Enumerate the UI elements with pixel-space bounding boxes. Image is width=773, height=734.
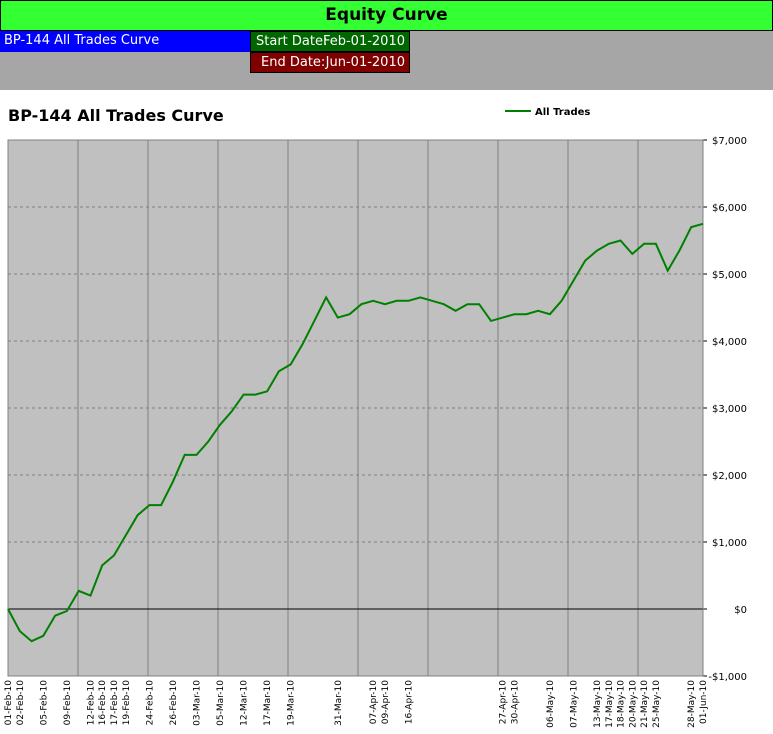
x-tick-label: 02-Feb-10 [16, 680, 26, 726]
x-tick-label: 18-May-10 [617, 680, 627, 728]
x-tick-label: 13-May-10 [593, 680, 603, 728]
y-tick-label: $7,000 [712, 136, 747, 147]
x-tick-label: 09-Feb-10 [63, 680, 73, 726]
x-tick-label: 17-Feb-10 [110, 680, 120, 726]
plot-border [7, 139, 704, 677]
end-label: End Date: [261, 55, 326, 70]
y-tick-label: -$1,000 [708, 672, 747, 683]
x-tick-label: 07-May-10 [569, 680, 579, 728]
y-tick-label: $0 [734, 605, 747, 616]
x-tick-label: 28-May-10 [687, 680, 697, 728]
y-tick-label: $3,000 [712, 404, 747, 415]
x-tick-label: 27-Apr-10 [499, 680, 509, 724]
x-tick-label: 24-Feb-10 [145, 680, 155, 726]
y-tick-label: $4,000 [712, 337, 747, 348]
legend-label: All Trades [535, 107, 590, 118]
x-tick-label: 12-Mar-10 [240, 680, 250, 726]
x-tick-label: 05-Mar-10 [216, 680, 226, 726]
x-tick-label: 19-Feb-10 [122, 680, 132, 726]
x-tick-label: 09-Apr-10 [381, 680, 391, 724]
end-value: Jun-01-2010 [325, 55, 405, 70]
x-tick-label: 03-Mar-10 [192, 680, 202, 726]
start-date: Start Date: Feb-01-2010 [250, 31, 410, 52]
x-tick-label: 20-May-10 [628, 680, 638, 728]
x-tick-label: 01-Jun-10 [699, 680, 709, 724]
y-tick-label: $1,000 [712, 538, 747, 549]
x-tick-label: 12-Feb-10 [86, 680, 96, 726]
x-tick-label: 25-May-10 [652, 680, 662, 728]
start-value: Feb-01-2010 [322, 34, 405, 49]
chart: BP-144 All Trades Curve -$1,000 $0 $1,000 $… [0, 90, 773, 734]
y-tick-label: $2,000 [712, 471, 747, 482]
x-tick-label: 17-May-10 [605, 680, 615, 728]
x-tick-label: 07-Apr-10 [369, 680, 379, 724]
y-tick-label: $6,000 [712, 203, 747, 214]
x-tick-label: 06-May-10 [546, 680, 556, 728]
sheet-label: BP-144 All Trades Curve [0, 31, 250, 52]
y-tick-label: $5,000 [712, 270, 747, 281]
x-tick-label: 31-Mar-10 [334, 680, 344, 726]
end-date: End Date: Jun-01-2010 [250, 52, 410, 73]
x-tick-label: 30-Apr-10 [511, 680, 521, 724]
series-line [7, 222, 704, 643]
x-tick-label: 19-Mar-10 [287, 680, 297, 726]
x-tick-label: 05-Feb-10 [39, 680, 49, 726]
x-tick-label: 17-Mar-10 [263, 680, 273, 726]
x-tick-label: 16-Apr-10 [405, 680, 415, 724]
x-tick-label: 21-May-10 [640, 680, 650, 728]
x-tick-label: 01-Feb-10 [4, 680, 14, 726]
chart-title: BP-144 All Trades Curve [8, 106, 224, 125]
start-label: Start Date: [256, 34, 328, 49]
x-tick-label: 16-Feb-10 [98, 680, 108, 726]
x-tick-label: 26-Feb-10 [169, 680, 179, 726]
sheet-title: Equity Curve [0, 0, 773, 31]
